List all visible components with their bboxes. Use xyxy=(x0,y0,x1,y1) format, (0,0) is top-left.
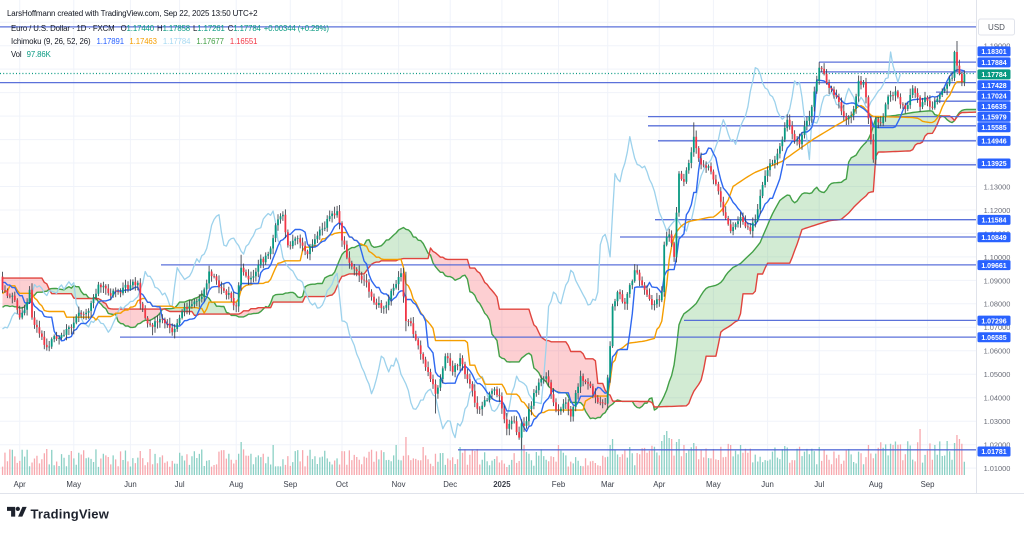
svg-text:1.06585: 1.06585 xyxy=(981,335,1006,342)
svg-text:1.13000: 1.13000 xyxy=(984,182,1011,191)
svg-text:1.01781: 1.01781 xyxy=(981,449,1006,456)
svg-text:1.07000: 1.07000 xyxy=(984,323,1011,332)
svg-text:May: May xyxy=(706,480,721,489)
svg-text:1.15979: 1.15979 xyxy=(981,115,1006,122)
svg-text:1.19000: 1.19000 xyxy=(984,42,1011,51)
svg-text:1.11584: 1.11584 xyxy=(982,218,1007,225)
svg-text:1.14946: 1.14946 xyxy=(981,139,1006,146)
svg-text:Ichimoku (9, 26, 52, 26)1.1789: Ichimoku (9, 26, 52, 26) 1.17891 1.17463 1.… xyxy=(11,37,257,46)
svg-text:Jul: Jul xyxy=(814,480,824,489)
svg-text:Oct: Oct xyxy=(336,480,349,489)
svg-text:Feb: Feb xyxy=(552,480,566,489)
svg-text:Apr: Apr xyxy=(653,480,666,489)
svg-text:1.03000: 1.03000 xyxy=(984,417,1011,426)
svg-text:Jun: Jun xyxy=(761,480,774,489)
svg-text:2025: 2025 xyxy=(493,480,511,489)
svg-text:1.07296: 1.07296 xyxy=(981,318,1006,325)
svg-text:Mar: Mar xyxy=(601,480,615,489)
svg-text:Vol 97.86K: Vol 97.86K xyxy=(11,50,52,59)
svg-text:1.05000: 1.05000 xyxy=(984,370,1011,379)
svg-text:Apr: Apr xyxy=(14,480,27,489)
svg-text:1.18301: 1.18301 xyxy=(981,49,1006,56)
svg-text:1.09661: 1.09661 xyxy=(981,263,1006,270)
svg-text:1.12000: 1.12000 xyxy=(984,206,1011,215)
svg-text:Aug: Aug xyxy=(869,480,883,489)
svg-text:Dec: Dec xyxy=(443,480,457,489)
svg-text:Aug: Aug xyxy=(229,480,243,489)
svg-text:1.15585: 1.15585 xyxy=(981,125,1006,132)
svg-text:1.08000: 1.08000 xyxy=(984,300,1011,309)
svg-text:TradingView: TradingView xyxy=(31,507,110,522)
svg-text:1.10000: 1.10000 xyxy=(984,253,1011,262)
svg-text:1.17884: 1.17884 xyxy=(981,60,1006,67)
svg-text:1.04000: 1.04000 xyxy=(984,394,1011,403)
svg-text:1.17428: 1.17428 xyxy=(981,83,1006,90)
svg-text:Sep: Sep xyxy=(283,480,298,489)
svg-text:1.13925: 1.13925 xyxy=(981,161,1006,168)
svg-text:Jun: Jun xyxy=(124,480,137,489)
svg-text:Jul: Jul xyxy=(175,480,185,489)
svg-text:1.06000: 1.06000 xyxy=(984,347,1011,356)
svg-text:1.10849: 1.10849 xyxy=(981,235,1006,242)
svg-text:1.17784: 1.17784 xyxy=(981,72,1006,79)
svg-text:1.01000: 1.01000 xyxy=(984,464,1011,473)
svg-text:1.09000: 1.09000 xyxy=(984,276,1011,285)
svg-text:1.17024: 1.17024 xyxy=(981,94,1006,101)
svg-text:Sep: Sep xyxy=(921,480,936,489)
svg-text:Euro / U.S. Dollar · 1D · FXCM: Euro / U.S. Dollar · 1D · FXCM O1.17440 H1… xyxy=(11,24,329,33)
svg-text:LarsHoffmann created with Trad: LarsHoffmann created with TradingView.co… xyxy=(7,9,258,18)
svg-text:May: May xyxy=(66,480,81,489)
svg-text:Nov: Nov xyxy=(392,480,406,489)
svg-text:USD: USD xyxy=(988,23,1005,32)
svg-text:1.02000: 1.02000 xyxy=(984,441,1011,450)
svg-text:1.16635: 1.16635 xyxy=(981,104,1006,111)
